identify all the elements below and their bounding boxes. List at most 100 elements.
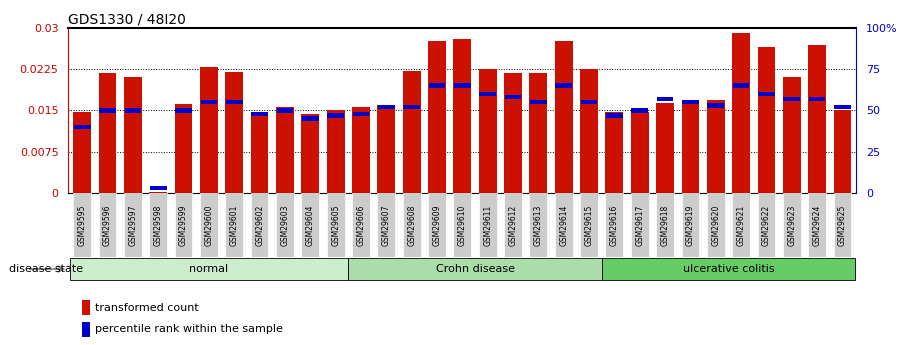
Text: GSM29622: GSM29622 [762, 205, 771, 246]
Text: GSM29617: GSM29617 [635, 205, 644, 246]
Bar [175, 108, 192, 112]
FancyBboxPatch shape [834, 193, 851, 257]
FancyBboxPatch shape [580, 193, 598, 257]
Bar [808, 45, 826, 193]
Bar [74, 111, 91, 193]
Bar [353, 111, 369, 116]
Bar [529, 73, 548, 193]
Bar [556, 83, 572, 88]
FancyBboxPatch shape [454, 193, 471, 257]
Bar [783, 97, 800, 101]
Text: GSM29597: GSM29597 [128, 204, 138, 246]
FancyBboxPatch shape [656, 193, 674, 257]
Text: GSM29623: GSM29623 [787, 205, 796, 246]
Text: GSM29608: GSM29608 [407, 205, 416, 246]
Text: GSM29598: GSM29598 [154, 205, 163, 246]
Bar [404, 105, 420, 109]
Bar [454, 83, 471, 88]
Bar [277, 108, 293, 112]
FancyBboxPatch shape [149, 193, 167, 257]
Bar [630, 112, 649, 193]
Text: GSM29596: GSM29596 [103, 204, 112, 246]
Text: GSM29606: GSM29606 [356, 204, 365, 246]
FancyBboxPatch shape [758, 193, 775, 257]
Bar [99, 108, 116, 112]
Bar [783, 77, 801, 193]
Bar [606, 113, 623, 118]
FancyBboxPatch shape [74, 193, 91, 257]
Bar [707, 100, 724, 193]
Text: GSM29611: GSM29611 [483, 205, 492, 246]
FancyBboxPatch shape [428, 193, 445, 257]
Bar [353, 107, 370, 193]
Bar [82, 300, 90, 315]
Bar [175, 104, 192, 193]
FancyBboxPatch shape [175, 193, 192, 257]
Text: GSM29610: GSM29610 [458, 205, 466, 246]
FancyBboxPatch shape [353, 193, 370, 257]
Bar [834, 110, 851, 193]
Bar [327, 113, 344, 118]
Bar [707, 103, 724, 108]
Text: GSM29625: GSM29625 [838, 205, 847, 246]
FancyBboxPatch shape [479, 193, 496, 257]
Bar [428, 83, 445, 88]
Bar [428, 41, 445, 193]
Bar [74, 125, 91, 129]
Bar [758, 47, 775, 193]
Bar [681, 100, 700, 193]
FancyBboxPatch shape [327, 193, 344, 257]
Bar [580, 100, 598, 104]
FancyBboxPatch shape [504, 193, 522, 257]
Bar [758, 92, 775, 96]
FancyBboxPatch shape [98, 193, 117, 257]
FancyBboxPatch shape [606, 193, 623, 257]
FancyBboxPatch shape [200, 193, 218, 257]
Bar [657, 97, 673, 101]
FancyBboxPatch shape [124, 193, 142, 257]
Text: GSM29595: GSM29595 [77, 204, 87, 246]
Bar [656, 103, 674, 193]
Text: GDS1330 / 48I20: GDS1330 / 48I20 [68, 12, 186, 27]
Text: GSM29620: GSM29620 [711, 205, 721, 246]
FancyBboxPatch shape [783, 193, 801, 257]
Bar [149, 192, 167, 193]
FancyBboxPatch shape [732, 193, 750, 257]
Bar [200, 67, 218, 193]
Text: GSM29600: GSM29600 [204, 204, 213, 246]
Bar [302, 114, 319, 193]
Bar [226, 100, 242, 104]
FancyBboxPatch shape [529, 193, 548, 257]
FancyBboxPatch shape [630, 193, 649, 257]
Text: GSM29605: GSM29605 [331, 204, 340, 246]
Text: GSM29619: GSM29619 [686, 205, 695, 246]
Bar [479, 69, 496, 193]
Text: GSM29624: GSM29624 [813, 205, 822, 246]
Bar [580, 69, 598, 193]
Bar [504, 73, 522, 193]
Text: normal: normal [189, 264, 229, 274]
Bar [682, 100, 699, 104]
FancyBboxPatch shape [225, 193, 243, 257]
Bar [200, 100, 218, 104]
Bar [631, 108, 648, 112]
Bar [125, 108, 141, 112]
Bar [377, 105, 395, 193]
Text: ulcerative colitis: ulcerative colitis [682, 264, 774, 274]
Text: GSM29602: GSM29602 [255, 205, 264, 246]
Bar [124, 77, 142, 193]
FancyBboxPatch shape [276, 193, 294, 257]
Bar [479, 92, 496, 96]
Bar [82, 322, 90, 337]
Bar [98, 73, 117, 193]
Bar [454, 39, 471, 193]
FancyBboxPatch shape [251, 193, 269, 257]
Bar [378, 105, 394, 109]
Text: GSM29613: GSM29613 [534, 205, 543, 246]
Text: transformed count: transformed count [95, 303, 199, 313]
FancyBboxPatch shape [681, 193, 700, 257]
Bar [251, 111, 268, 116]
Text: disease state: disease state [9, 264, 83, 274]
Text: GSM29609: GSM29609 [433, 204, 442, 246]
FancyBboxPatch shape [302, 193, 319, 257]
